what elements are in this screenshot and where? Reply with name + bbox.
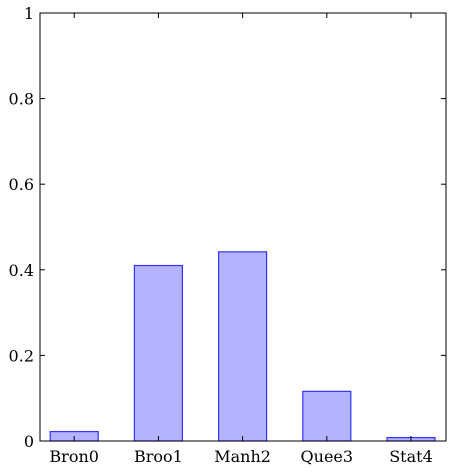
y-tick-label: 0.4	[9, 261, 34, 280]
bar-broo1	[134, 266, 182, 441]
y-tick-label: 0.6	[9, 175, 34, 194]
x-category-label: Quee3	[301, 447, 354, 466]
bar-quee3	[303, 391, 351, 441]
bars-group	[50, 252, 435, 441]
y-tick-label: 0.8	[9, 90, 34, 109]
bar-manh2	[219, 252, 267, 441]
x-category-label: Stat4	[389, 447, 433, 466]
y-tick-label: 0.2	[9, 346, 34, 365]
x-category-label: Broo1	[134, 447, 183, 466]
y-tick-label: 0	[24, 432, 34, 451]
y-tick-label: 1	[24, 4, 34, 23]
x-category-label: Manh2	[214, 447, 271, 466]
x-category-label: Bron0	[49, 447, 99, 466]
